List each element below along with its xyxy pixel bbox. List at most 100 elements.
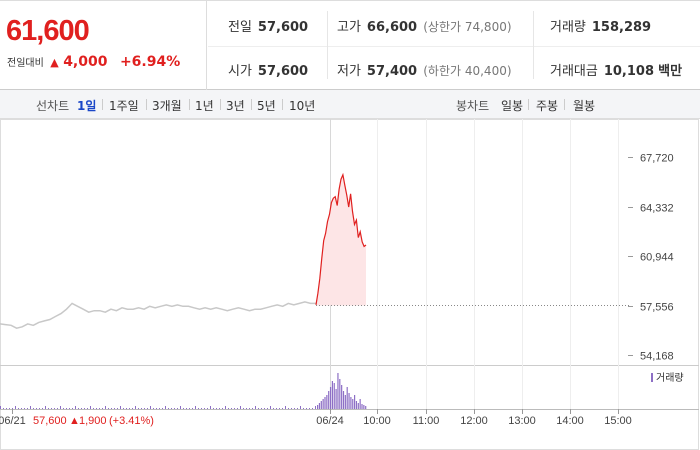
volume-bar <box>165 406 166 409</box>
volume-bar <box>273 408 274 409</box>
vertical-gridlines <box>12 119 619 414</box>
open-stat: 시가 57,600 <box>228 60 308 79</box>
volume-bar <box>123 408 124 409</box>
chart-toolbar: 선차트 1일 1주일 3개월 1년 3년 5년 10년 봉차트 일봉 주봉 월봉 <box>0 90 700 119</box>
volume-stat: 거래량 158,289 <box>550 16 651 35</box>
period-3m-button[interactable]: 3개월 <box>152 99 182 113</box>
volume-bar <box>258 408 259 409</box>
volume-bar <box>333 383 335 409</box>
candle-daily-button[interactable]: 일봉 <box>501 99 524 113</box>
y-tick-label: 54,168 <box>640 351 674 363</box>
volume-bar <box>198 408 199 409</box>
volume-bar <box>344 395 346 409</box>
volume-bar <box>87 408 88 409</box>
high-stat: 고가 66,600 (상한가 74,800) <box>337 16 512 35</box>
x-axis-ticks: 06/21 06/24 10:00 11:00 12:00 13:00 14:00 15:00 <box>0 415 632 427</box>
volume-bar <box>342 391 345 409</box>
volume-bar <box>93 408 94 409</box>
volume-bar <box>12 408 13 409</box>
volume-bar <box>36 408 37 409</box>
today-area-fill <box>316 174 366 306</box>
prev-close-stat: 전일 57,600 <box>228 16 308 35</box>
candle-monthly-button[interactable]: 월봉 <box>573 99 596 113</box>
period-3y-button[interactable]: 3년 <box>226 99 245 113</box>
period-10y-button[interactable]: 10년 <box>289 99 316 113</box>
y-tick-label: 60,944 <box>640 252 674 264</box>
change-rate: +6.94% <box>119 54 181 70</box>
volume-bar <box>315 406 316 409</box>
volume-bar <box>111 408 112 409</box>
volume-bar <box>231 408 232 409</box>
period-5y-button[interactable]: 5년 <box>257 99 276 113</box>
volume-bar <box>18 408 19 409</box>
volume-bar <box>361 404 363 409</box>
price-box: 61,600 전일대비 ▲ 4,000 +6.94% <box>0 1 207 90</box>
x-tick-label: 12:00 <box>460 415 488 427</box>
volume-bar <box>243 408 244 409</box>
volume-bar <box>141 408 142 409</box>
volume-bar <box>213 408 214 409</box>
line-chart-label: 선차트 <box>36 99 70 113</box>
volume-bar <box>132 408 133 409</box>
volume-legend-swatch <box>651 373 653 382</box>
volume-bar <box>72 408 73 409</box>
volume-bar <box>279 408 280 409</box>
volume-bar <box>120 406 121 409</box>
volume-bar <box>180 406 181 409</box>
volume-bar <box>219 408 220 409</box>
prev-day-change-rate: (+3.41%) <box>109 415 154 427</box>
open-value: 57,600 <box>257 64 309 79</box>
volume-bar <box>354 395 356 409</box>
volume-bar <box>57 408 58 409</box>
volume-bar <box>27 408 28 409</box>
prev-close-label: 전일 <box>228 20 252 35</box>
volume-bar <box>60 406 61 409</box>
volume-bar <box>192 408 193 409</box>
x-tick-label: 11:00 <box>413 415 440 427</box>
volume-bar <box>329 387 332 409</box>
toolbar-separator <box>528 99 529 110</box>
volume-bar <box>153 408 154 409</box>
toolbar-separator <box>251 99 252 110</box>
volume-bar <box>309 408 310 409</box>
volume-bar <box>240 406 241 409</box>
volume-bar <box>352 399 354 409</box>
volume-bar <box>322 399 324 409</box>
candle-weekly-button[interactable]: 주봉 <box>536 99 559 113</box>
volume-label: 거래량 <box>550 20 586 35</box>
volume-bars <box>0 373 367 409</box>
period-1y-button[interactable]: 1년 <box>195 99 214 113</box>
volume-bar <box>168 408 169 409</box>
volume-bar <box>348 393 350 409</box>
x-tick-label: 14:00 <box>556 415 584 427</box>
volume-bar <box>39 408 40 409</box>
volume-bar <box>138 408 139 409</box>
period-1w-button[interactable]: 1주일 <box>109 99 139 113</box>
volume-bar <box>186 408 187 409</box>
volume-bar <box>114 408 115 409</box>
volume-bar <box>261 408 262 409</box>
volume-bar <box>264 408 265 409</box>
volume-bar <box>339 379 341 409</box>
x-tick-label: 10:00 <box>363 415 391 427</box>
low-value: 57,400 <box>366 64 418 79</box>
volume-bar <box>81 408 82 409</box>
volume-bar <box>216 408 217 409</box>
x-tick-label: 06/24 <box>316 415 344 427</box>
period-1d-button[interactable]: 1일 <box>77 99 97 113</box>
volume-bar <box>171 408 172 409</box>
volume-legend-label: 거래량 <box>656 372 684 384</box>
trade-value-unit: 백만 <box>658 64 683 79</box>
prev-day-series-line <box>0 301 316 329</box>
volume-bar <box>270 406 271 409</box>
volume-bar <box>63 408 64 409</box>
stats-divider <box>208 46 700 47</box>
volume-bar <box>51 408 52 409</box>
low-label: 저가 <box>337 64 361 79</box>
volume-bar <box>204 408 205 409</box>
high-label: 고가 <box>337 20 361 35</box>
stats-column-divider <box>327 11 328 79</box>
volume-bar <box>222 408 223 409</box>
y-tick-label: 64,332 <box>640 203 674 215</box>
